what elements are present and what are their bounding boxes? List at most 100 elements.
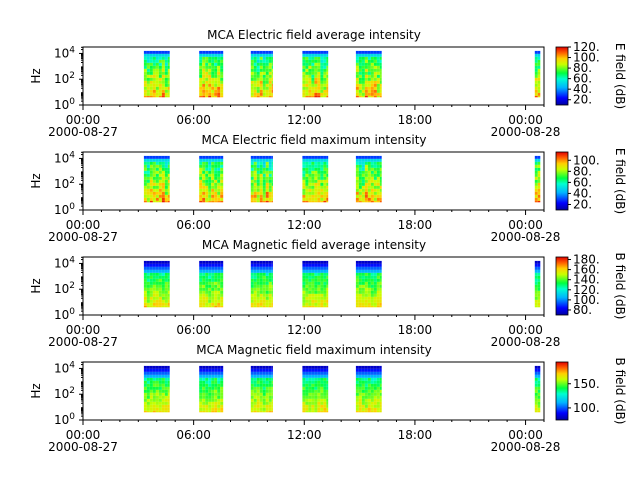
spectrogram-segment	[355, 155, 382, 203]
x-date-label: 2000-08-27	[48, 335, 118, 349]
axes-frame	[82, 46, 545, 106]
colorbar-tick-label: 80.	[573, 164, 592, 178]
y-axis-label: Hz	[29, 68, 43, 83]
x-date-label: 2000-08-28	[491, 440, 561, 454]
colorbar-tick-label: 160.	[573, 263, 600, 277]
colorbar-tick-label: 100.	[573, 153, 600, 167]
colorbar-tick-label: 120.	[573, 40, 600, 54]
colorbar-gradient	[555, 256, 569, 316]
colorbar-label: E field (dB)	[613, 43, 627, 109]
spectrogram-segment	[302, 365, 329, 413]
y-tick-label: 102	[54, 386, 75, 401]
spectrogram-segment	[143, 155, 170, 203]
y-tick-label: 104	[54, 360, 75, 375]
spectrogram-segment	[302, 50, 329, 98]
colorbar-gradient	[555, 361, 569, 421]
x-tick-label: 00:00	[66, 428, 101, 442]
colorbar-label: B field (dB)	[613, 358, 627, 425]
axes-frame	[82, 151, 545, 211]
x-tick-label: 12:00	[287, 218, 322, 232]
colorbar-label: E field (dB)	[613, 148, 627, 214]
spectrogram-segment	[534, 365, 541, 413]
x-date-label: 2000-08-28	[491, 335, 561, 349]
spectrogram-segment	[143, 50, 170, 98]
colorbar: 80.100.120.140.160.180. B field (dB)	[555, 253, 627, 320]
colorbar-tick-label: 100.	[573, 293, 600, 307]
panel-3: MCA Magnetic field average intensity 100 1…	[29, 238, 627, 349]
x-tick-label: 06:00	[176, 218, 211, 232]
colorbar-tick-label: 80.	[573, 61, 592, 75]
colorbar-tick-label: 140.	[573, 273, 600, 287]
spectrogram-segment	[250, 155, 273, 203]
x-tick-label: 18:00	[398, 323, 433, 337]
y-tick-label: 100	[54, 412, 75, 427]
y-axis-label: Hz	[29, 278, 43, 293]
y-axis-label: Hz	[29, 383, 43, 398]
y-tick-label: 102	[54, 71, 75, 86]
panel-4: MCA Magnetic field maximum intensity 100 1…	[29, 343, 627, 454]
colorbar-gradient	[555, 46, 569, 106]
x-tick-label: 06:00	[176, 113, 211, 127]
x-tick-label: 12:00	[287, 113, 322, 127]
colorbar-gradient	[555, 151, 569, 211]
panel-1: MCA Electric field average intensity 100 1…	[29, 28, 627, 139]
spectrogram-cells	[143, 50, 541, 98]
x-tick-label: 18:00	[398, 113, 433, 127]
colorbar-tick-label: 60.	[573, 72, 592, 86]
spectrogram-segment	[355, 260, 382, 308]
y-tick-label: 104	[54, 45, 75, 60]
x-tick-label: 00:00	[508, 428, 543, 442]
spectrogram-segment	[355, 50, 382, 98]
y-tick-label: 104	[54, 255, 75, 270]
panel-title: MCA Electric field maximum intensity	[201, 133, 426, 147]
spectrogram-cells	[143, 260, 541, 308]
x-tick-label: 12:00	[287, 428, 322, 442]
colorbar-tick-label: 100.	[573, 51, 600, 65]
axes-frame	[82, 361, 545, 421]
colorbar-tick-label: 150.	[573, 377, 600, 391]
axes-frame	[82, 256, 545, 316]
y-tick-label: 100	[54, 307, 75, 322]
x-tick-label: 00:00	[508, 113, 543, 127]
spectrogram-cells	[143, 155, 541, 203]
x-tick-label: 00:00	[508, 218, 543, 232]
x-tick-label: 18:00	[398, 218, 433, 232]
y-axis-label: Hz	[29, 173, 43, 188]
spectrogram-segment	[355, 365, 382, 413]
x-date-label: 2000-08-28	[491, 125, 561, 139]
colorbar: 100. 150. B field (dB)	[555, 358, 627, 425]
x-tick-label: 00:00	[66, 323, 101, 337]
x-tick-label: 00:00	[66, 218, 101, 232]
spectrogram-segment	[534, 50, 541, 98]
y-tick-label: 104	[54, 150, 75, 165]
spectrogram-cells	[143, 365, 541, 413]
spectrogram-segment	[143, 260, 170, 308]
spectrogram-segment	[199, 50, 224, 98]
spectrogram-segment	[302, 155, 329, 203]
colorbar-tick-label: 40.	[573, 186, 592, 200]
colorbar-tick-label: 100.	[573, 401, 600, 415]
spectrogram-segment	[143, 365, 170, 413]
colorbar-tick-label: 40.	[573, 82, 592, 96]
x-tick-label: 06:00	[176, 323, 211, 337]
spectrogram-segment	[250, 50, 273, 98]
spectrogram-segment	[199, 155, 224, 203]
y-tick-label: 100	[54, 202, 75, 217]
colorbar-tick-label: 60.	[573, 175, 592, 189]
y-tick-label: 102	[54, 281, 75, 296]
colorbar-tick-label: 120.	[573, 283, 600, 297]
spectrogram-segment	[199, 260, 224, 308]
colorbar-label: B field (dB)	[613, 253, 627, 320]
spectrogram-segment	[199, 365, 224, 413]
colorbar-tick-label: 20.	[573, 93, 592, 107]
x-tick-label: 18:00	[398, 428, 433, 442]
x-tick-label: 00:00	[508, 323, 543, 337]
x-date-label: 2000-08-27	[48, 125, 118, 139]
spectrogram-segment	[250, 260, 273, 308]
panel-2: MCA Electric field maximum intensity 100 1…	[29, 133, 627, 244]
x-tick-label: 12:00	[287, 323, 322, 337]
spectrogram-segment	[250, 365, 273, 413]
y-tick-label: 100	[54, 97, 75, 112]
spectrogram-segment	[534, 260, 541, 308]
